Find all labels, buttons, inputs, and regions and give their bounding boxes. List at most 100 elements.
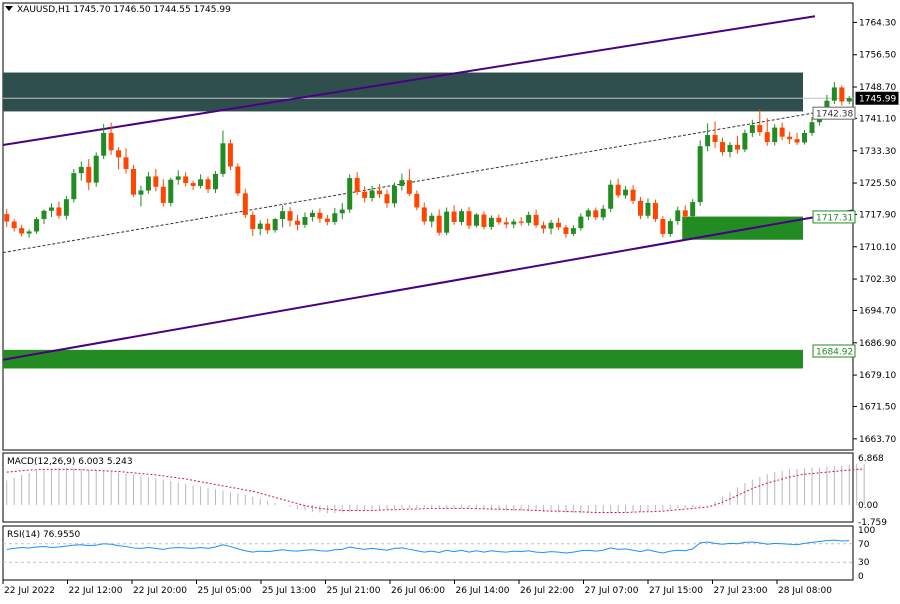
candle-body (481, 214, 487, 227)
candle-body (101, 132, 107, 156)
candle-body (772, 127, 778, 143)
candle-body (220, 143, 226, 174)
price-tick-label: 1717.90 (859, 210, 896, 220)
candle-body (660, 219, 666, 234)
candle-body (846, 98, 852, 102)
candle-body (34, 219, 40, 232)
candle-body (764, 132, 770, 143)
candle-body (190, 183, 196, 186)
candle-body (608, 184, 614, 209)
macd-tick-label: 0.00 (858, 501, 878, 511)
price-tick-label: 1741.10 (859, 114, 896, 124)
rsi-line (6, 539, 850, 554)
price-tick-label: 1725.50 (859, 179, 896, 189)
candle-body (295, 220, 301, 225)
price-label-box (855, 91, 899, 105)
macd-tick-label: 6.868 (858, 454, 884, 464)
price-tick-label: 1710.10 (859, 243, 896, 253)
candle-body (555, 222, 561, 228)
candle-body (198, 179, 204, 186)
candle-body (78, 166, 84, 174)
candle-body (541, 225, 547, 229)
candle-body (503, 222, 509, 225)
channel-upper-line (2, 15, 816, 146)
support-zone-1 (682, 216, 803, 240)
candle-body (4, 214, 10, 222)
candle-body (473, 214, 479, 226)
candle-body (227, 143, 233, 167)
macd-tick-label: -1.759 (858, 518, 887, 528)
candle-body (11, 221, 17, 229)
candle-body (123, 157, 129, 169)
candle-body (339, 209, 345, 214)
candle-body (406, 180, 412, 194)
price-tick-label: 1756.50 (859, 51, 896, 61)
candle-body (317, 212, 323, 219)
candle-body (831, 87, 837, 101)
candle-body (526, 214, 532, 223)
macd-pane-frame (2, 452, 854, 523)
candle-body (570, 228, 576, 234)
candle-body (652, 202, 658, 220)
price-tick-label: 1733.30 (859, 147, 896, 157)
candle-body (130, 168, 136, 195)
time-tick-label: 28 Jul 08:00 (778, 586, 832, 596)
time-tick-label: 27 Jul 07:00 (585, 586, 639, 596)
price-label-text: 1742.38 (816, 110, 853, 120)
candle-body (466, 211, 472, 226)
price-label-box (812, 210, 856, 224)
candle-body (19, 228, 25, 234)
candle-body (436, 215, 442, 233)
candle-body (145, 176, 151, 191)
symbol-title-text: XAUUSD,H1 1745.70 1746.50 1744.55 1745.9… (17, 5, 231, 15)
candle-body (444, 211, 450, 233)
candle-body (600, 208, 606, 218)
macd-title: MACD(12,26,9) 6.003 5.243 (7, 457, 133, 467)
candle-body (377, 190, 383, 195)
candle-body (429, 215, 435, 222)
candle-body (802, 132, 808, 143)
candle-body (712, 135, 718, 143)
candle-body (779, 127, 785, 137)
price-tick-label: 1671.50 (859, 403, 896, 413)
symbol-title[interactable]: XAUUSD,H1 1745.70 1746.50 1744.55 1745.9… (5, 5, 231, 15)
candle-body (690, 202, 696, 217)
dropdown-arrow-icon[interactable] (5, 6, 13, 11)
candle-body (787, 136, 793, 140)
candle-body (369, 190, 375, 198)
candle-body (511, 221, 517, 225)
price-tick-label: 1748.70 (859, 83, 896, 93)
channel-lower-line (2, 209, 854, 361)
price-label-text: 1684.92 (816, 347, 853, 357)
candle-body (302, 216, 308, 225)
time-tick-label: 26 Jul 14:00 (456, 586, 510, 596)
rsi-tick-label: 100 (858, 526, 875, 536)
candle-body (250, 214, 256, 229)
candle-body (578, 216, 584, 229)
price-label-text: 1717.31 (816, 213, 853, 223)
candle-body (809, 122, 815, 133)
candle-body (638, 200, 643, 216)
price-tick-label: 1663.70 (859, 435, 896, 445)
price-label-text: 1745.99 (859, 95, 896, 105)
candle-body (697, 146, 703, 203)
candle-body (839, 87, 845, 102)
candle-body (794, 139, 800, 143)
candle-body (108, 132, 114, 151)
candle-body (265, 223, 271, 231)
candle-body (86, 166, 92, 183)
candle-body (362, 191, 368, 198)
candle-body (667, 221, 673, 234)
price-label-box (812, 106, 856, 120)
candle-body (399, 180, 405, 186)
candle-body (720, 142, 726, 152)
candle-body (585, 210, 591, 217)
candle-body (414, 193, 420, 208)
candle-body (749, 125, 755, 133)
rsi-pane-frame (2, 525, 854, 581)
candle-body (309, 212, 315, 217)
time-tick-label: 26 Jul 06:00 (391, 586, 445, 596)
candle-body (332, 213, 338, 222)
time-tick-label: 22 Jul 2022 (4, 586, 55, 596)
